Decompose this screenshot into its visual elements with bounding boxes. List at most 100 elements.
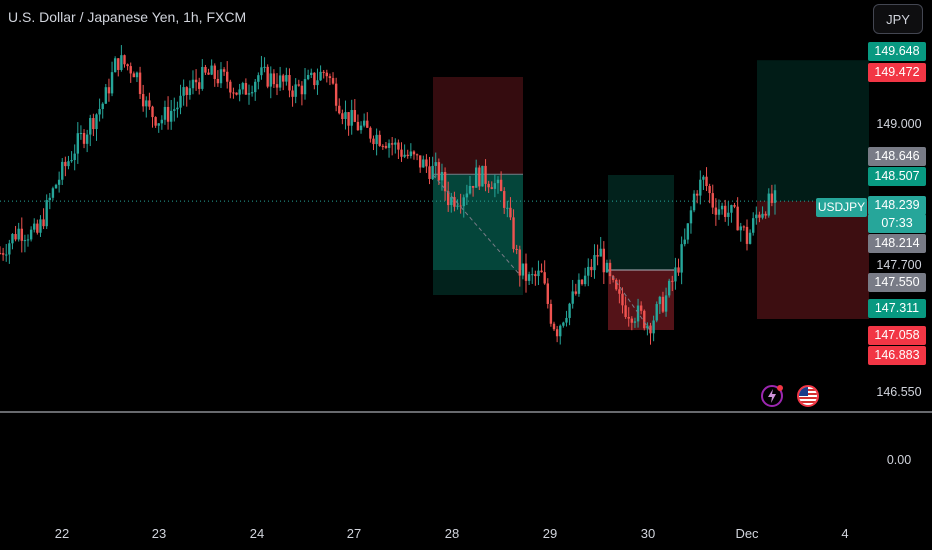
candle-body <box>465 193 469 198</box>
candle-body <box>257 75 260 82</box>
candle-body <box>767 193 770 216</box>
candle-body <box>366 120 369 128</box>
candle-body <box>521 263 525 276</box>
chart-title: U.S. Dollar / Japanese Yen, 1h, FXCM <box>8 9 247 25</box>
candle-body <box>188 88 192 95</box>
candle-body <box>736 206 739 231</box>
candle-body <box>546 283 549 304</box>
candle-body <box>627 316 630 319</box>
candle-body <box>247 93 251 95</box>
candle-body <box>79 132 83 134</box>
candle-body <box>278 75 282 88</box>
candle-body <box>26 239 30 241</box>
candle-body <box>549 303 553 324</box>
candle-body <box>291 90 294 97</box>
candle-body <box>179 95 182 108</box>
candle-body <box>61 161 64 180</box>
candle-body <box>359 125 363 131</box>
candle-body <box>241 83 244 90</box>
candle-body <box>29 229 33 240</box>
axis-label-146550: 146.550 <box>876 385 922 399</box>
candle-body <box>57 179 61 185</box>
candle-body <box>210 65 213 75</box>
currency-button[interactable]: JPY <box>873 4 923 34</box>
date-label-dec: Dec <box>735 526 759 541</box>
candle-body <box>559 325 562 337</box>
candle-body <box>733 205 736 207</box>
candle-body <box>705 176 708 187</box>
candle-body <box>720 205 724 210</box>
candle-body <box>745 226 749 244</box>
candle-body <box>113 58 117 73</box>
candle-body <box>154 117 157 126</box>
candle-body <box>686 223 690 240</box>
candle-body <box>138 72 142 95</box>
candle-body <box>14 234 17 240</box>
candle-body <box>664 295 668 312</box>
candle-body <box>300 85 304 95</box>
candle-body <box>422 159 425 168</box>
candle-body <box>104 87 108 104</box>
candle-body <box>194 79 198 83</box>
candle-body <box>322 71 325 73</box>
candle-body <box>639 305 643 311</box>
candle-body <box>484 165 487 184</box>
candle-body <box>683 239 686 245</box>
candle-body <box>487 183 490 188</box>
candle-body <box>714 207 718 215</box>
candle-body <box>459 205 462 207</box>
candle-body <box>618 289 621 294</box>
candle-body <box>110 72 114 94</box>
candle-body <box>475 167 478 188</box>
candle-body <box>574 291 578 294</box>
candle-body <box>213 65 216 79</box>
candle-body <box>552 323 556 330</box>
candle-body <box>272 73 276 85</box>
candle-body <box>515 248 518 250</box>
candle-body <box>369 127 372 139</box>
candle-body <box>415 154 419 156</box>
candle-body <box>325 72 329 77</box>
candle-body <box>310 72 313 76</box>
candle-body <box>166 106 170 122</box>
long-position-profit <box>433 174 523 270</box>
candle-body <box>652 320 655 334</box>
candle-body <box>418 155 422 168</box>
candle-body <box>509 207 512 218</box>
short-position-risk <box>433 77 523 175</box>
long-position-2-profit <box>608 175 674 270</box>
candle-body <box>630 318 634 323</box>
candle-body <box>375 134 378 145</box>
price-label-148214: 148.214 <box>868 234 926 253</box>
candle-body <box>540 270 543 273</box>
candle-body <box>397 142 400 150</box>
candle-body <box>89 118 92 135</box>
price-label-147550: 147.550 <box>868 273 926 292</box>
candle-body <box>568 303 571 318</box>
candle-body <box>33 223 36 230</box>
candle-body <box>689 210 693 224</box>
symbol-tag: USDJPY <box>816 198 867 217</box>
candle-body <box>587 266 590 276</box>
candle-body <box>151 106 154 118</box>
candle-body <box>409 151 413 157</box>
candle-body <box>23 240 27 242</box>
candle-body <box>197 82 201 89</box>
axis-label-zero: 0.00 <box>886 453 912 467</box>
candle-body <box>145 100 148 107</box>
candle-body <box>76 133 80 154</box>
candle-body <box>608 262 612 277</box>
candle-body <box>244 83 248 95</box>
candle-body <box>506 207 509 209</box>
candle-body <box>238 89 241 95</box>
us-flag-icon[interactable] <box>797 385 819 407</box>
candle-body <box>590 266 593 271</box>
candle-body <box>173 109 176 111</box>
lightning-icon[interactable] <box>761 385 783 407</box>
candle-body <box>182 87 185 96</box>
date-label-23: 23 <box>151 526 167 541</box>
candle-body <box>107 87 111 94</box>
candle-body <box>493 183 497 189</box>
candle-body <box>468 186 472 194</box>
